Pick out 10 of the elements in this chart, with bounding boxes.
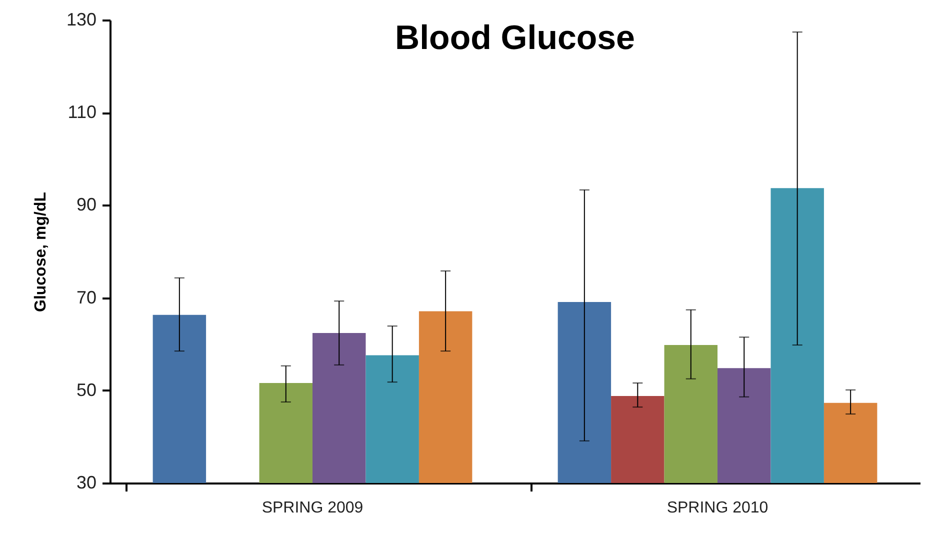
y-tick-label: 50 [76,380,96,400]
y-tick-label: 70 [76,287,96,308]
chart-title: Blood Glucose [395,19,635,57]
y-tick-label: 90 [76,194,96,215]
y-axis-title: Glucose, mg/dL [32,192,50,312]
x-tick-label: SPRING 2009 [262,500,364,516]
y-tick-label: 30 [76,472,96,492]
y-tick-label: 110 [68,102,96,122]
y-tick-label: 130 [66,10,96,30]
x-tick-label: SPRING 2010 [666,500,768,516]
